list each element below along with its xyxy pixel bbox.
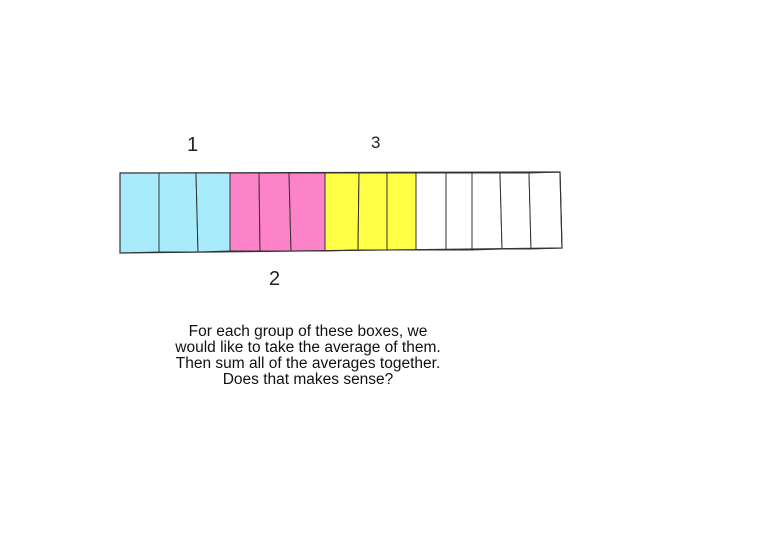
ungrouped-box (415, 172, 447, 251)
group-1-box (158, 172, 199, 253)
ungrouped-box (499, 172, 532, 250)
ungrouped-box (445, 172, 473, 251)
group-3-box (386, 172, 417, 251)
ungrouped-box (528, 171, 563, 250)
group-1-box (119, 172, 160, 254)
group-1-box (195, 172, 231, 253)
caption-line-3: Then sum all of the averages together. (175, 355, 441, 372)
group-3-box (357, 172, 388, 251)
boxes-layer (119, 171, 563, 254)
ungrouped-box (471, 172, 503, 251)
group-3-box (324, 172, 360, 252)
caption-line-2: would like to take the average of them. (175, 339, 441, 356)
group-2-box (229, 172, 261, 252)
group-2-label: 2 (269, 268, 281, 290)
group-1-label: 1 (187, 134, 199, 156)
explanation-text: For each group of these boxes, we would … (130, 324, 486, 388)
caption-line-4: Does that makes sense? (222, 371, 394, 388)
group-2-box (258, 172, 292, 252)
group-3-label: 3 (371, 133, 381, 152)
box-strip-outline (119, 171, 563, 254)
group-2-box (288, 172, 326, 252)
caption-line-1: For each group of these boxes, we (188, 323, 428, 340)
